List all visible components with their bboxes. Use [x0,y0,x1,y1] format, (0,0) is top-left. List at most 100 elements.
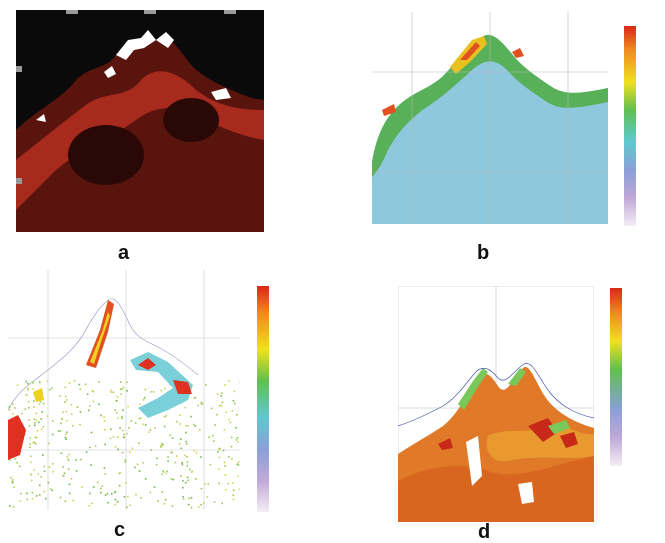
panel-c-scatter-point [8,409,11,411]
panel-c-scatter-point [123,433,125,436]
panel-c-scatter-point [90,464,92,466]
panel-c-scatter-point [8,459,11,461]
panel-c-scatter-point [119,472,121,474]
panel-c-scatter-point [32,382,34,384]
panel-c-scatter-point [32,388,35,390]
panel-c-scatter-point [114,446,117,448]
panel-c-scatter-point [126,390,128,392]
panel-c-scatter-point [140,417,142,419]
panel-c-scatter-point [160,445,162,447]
panel-c-scatter-point [114,490,117,493]
panel-c-scatter-point [232,494,235,496]
panel-c-hotspot [173,380,192,394]
panel-c-scatter-point [26,492,28,495]
panel-c-scatter-point [235,427,237,429]
panel-c-scatter-point [139,403,141,405]
panel-c-scatter-point [33,400,35,402]
panel-c-scatter-point [112,436,115,438]
panel-c-scatter-point [188,497,190,500]
panel-a [16,10,264,232]
panel-c-scatter-point [114,503,116,506]
panel-c-scatter-point [147,431,150,433]
panel-c-scatter-point [114,498,117,501]
panel-c-scatter-point [111,493,113,495]
panel-c-scatter-point [129,504,131,507]
panel-c-scatter-point [200,487,203,490]
panel-c-scatter-point [25,380,27,383]
panel-b-map [372,12,608,224]
panel-c-scatter-point [237,441,239,443]
panel-c-scatter-point [160,446,162,448]
panel-c-scatter-point [118,484,121,487]
panel-c-scatter-point [230,436,233,439]
panel-c-scatter-point [64,401,66,403]
panel-c-scatter-point [238,488,240,491]
panel-c-scatter-point [134,422,137,424]
panel-c-scatter-point [11,481,14,484]
panel-c-hotspot [8,415,26,460]
panel-c-scatter-point [216,393,219,395]
panel-c-scatter-point [33,418,36,420]
panel-c-scatter-point [21,412,23,415]
panel-d [398,286,594,522]
panel-c-scatter-point [125,482,127,484]
panel-c-scatter-point [122,386,125,389]
panel-c-scatter-point [186,465,188,467]
panel-c-scatter-point [169,434,172,436]
panel-c-scatter-point [20,492,22,495]
panel-c-scatter-point [232,482,234,484]
panel-c-scatter-point [39,401,42,403]
panel-c-scatter-point [62,475,65,477]
panel-c-scatter-point [218,456,221,459]
panel-c-scatter-point [200,456,202,458]
panel-c-scatter-point [106,492,109,495]
panel-c-scatter-point [120,393,122,395]
panel-c-scatter-point [11,478,14,481]
panel-c-scatter-point [76,406,79,408]
panel-c-scatter-point [30,461,32,464]
panel-c-scatter-point [104,494,107,496]
panel-c-scatter-point [127,405,129,408]
panel-c-scatter-point [70,478,73,480]
panel-c-scatter-point [115,412,118,414]
panel-c-scatter-point [237,461,240,463]
panel-c-scatter-point [113,491,116,494]
panel-c-scatter-point [42,402,45,405]
panel-c-scatter-point [187,479,189,482]
panel-c-scatter-point [91,389,93,392]
panel-c-hotspot [138,358,156,370]
panel-c-scatter-point [182,496,184,498]
panel-c-scatter-point [142,462,144,464]
panel-c-scatter-point [33,469,36,471]
panel-c-scatter-point [190,506,193,509]
panel-c-scatter-point [10,476,12,479]
panel-c-scatter-point [60,452,63,454]
panel-c-label: c [114,519,126,541]
panel-c-scatter-point [208,436,210,439]
panel-a-land [116,30,156,60]
panel-c-scatter-point [195,478,197,480]
panel-c-scatter-point [138,470,141,472]
panel-c-scatter-point [116,399,118,402]
panel-c-scatter-point [194,425,196,427]
panel-c-scatter-point [72,425,74,427]
panel-c-scatter-point [75,470,78,472]
panel-c-scatter-point [100,414,102,417]
panel-c-scatter-point [184,406,186,409]
panel-c-scatter-point [12,506,15,508]
panel-c-scatter-point [191,471,193,473]
panel-c-scatter-point [228,380,230,382]
panel-c-scatter-point [36,430,39,432]
panel-c-scatter-point [161,491,163,493]
panel-c-scatter-point [33,406,35,408]
panel-c-scatter-point [27,387,29,390]
panel-c-scatter-point [192,423,195,426]
panel-c-scatter-point [218,482,220,485]
panel-c-scatter-point [166,470,168,473]
panel-c-scatter-point [164,387,166,390]
panel-c-scatter-point [194,396,197,399]
panel-c-scatter-point [213,501,216,503]
panel-c-scatter-point [47,481,50,484]
panel-c-scatter-point [121,417,123,420]
panel-c-scatter-point [70,413,73,415]
